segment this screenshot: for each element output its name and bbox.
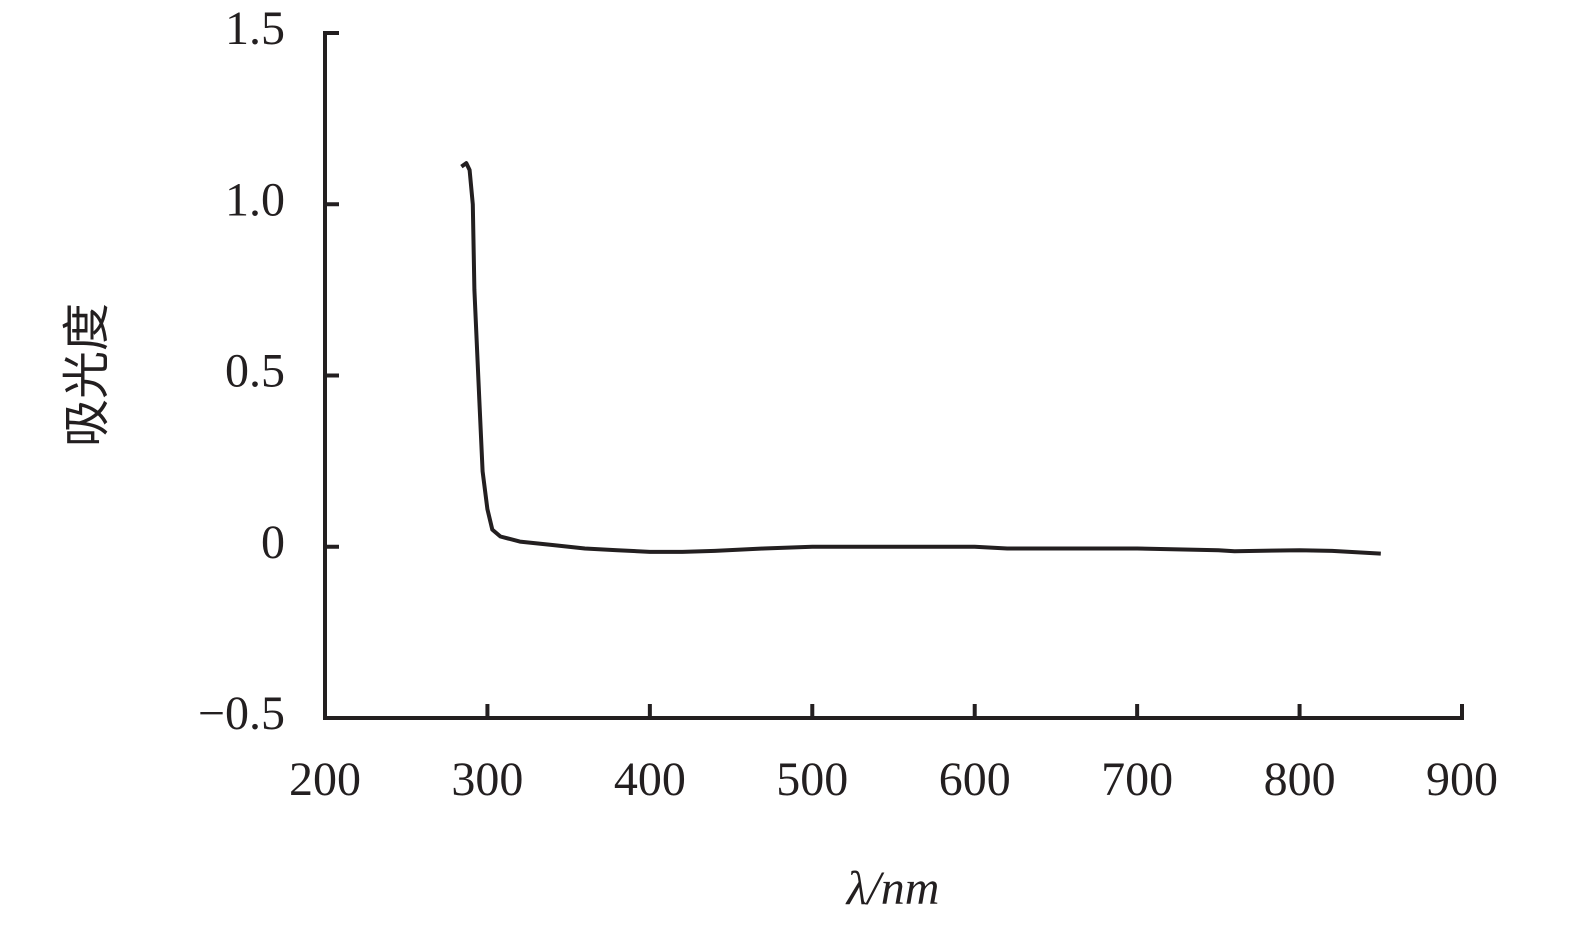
x-tick-label: 700: [1101, 753, 1173, 806]
x-tick-label: 600: [939, 753, 1011, 806]
y-tick-label: 0.5: [225, 345, 285, 398]
y-tick-label: 1.5: [225, 2, 285, 55]
x-tick-label: 400: [614, 753, 686, 806]
y-tick-label: −0.5: [198, 687, 285, 740]
x-tick-label: 800: [1264, 753, 1336, 806]
x-tick-label: 900: [1426, 753, 1498, 806]
y-axis-label: 吸光度: [61, 303, 114, 447]
data-line: [460, 161, 1381, 556]
y-tick-label: 0: [261, 516, 285, 569]
x-tick-label: 200: [289, 753, 361, 806]
x-tick-label: 300: [451, 753, 523, 806]
x-tick-label: 500: [776, 753, 848, 806]
x-axis-label: λ/nm: [845, 862, 940, 915]
y-tick-label: 1.0: [225, 173, 285, 226]
